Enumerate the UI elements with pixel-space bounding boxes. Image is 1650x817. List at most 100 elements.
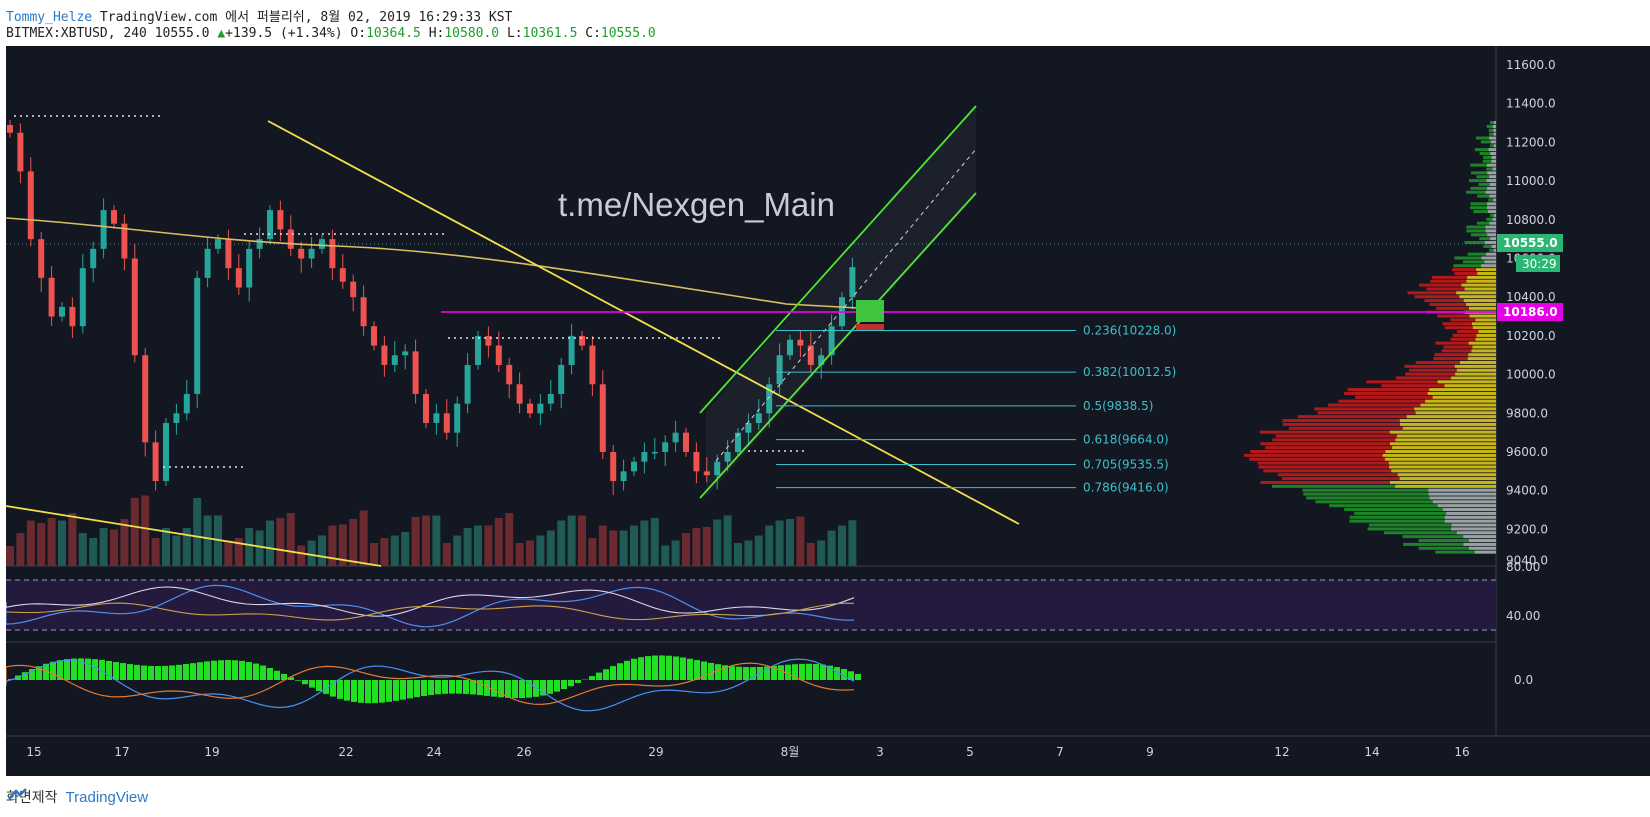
volume-profile-inner [1459,295,1496,298]
volume-bar [412,517,420,566]
macd-histogram-bar [645,656,651,680]
volume-bar [776,521,784,567]
volume-profile-inner [1429,388,1496,391]
volume-profile-inner [1455,365,1496,368]
macd-histogram-bar [512,680,518,698]
chart-area[interactable]: 0.236(10228.0) 0.382(10012.5) 0.5(9838.5) 0… [6,46,1650,776]
time-tick-label: 7 [1056,745,1064,759]
magenta-price-tag-text: 10186.0 [1503,305,1558,319]
volume-profile-inner [1469,539,1496,542]
macd-histogram-bar [631,659,637,680]
volume-profile-inner [1485,241,1496,244]
volume-bar [838,526,846,567]
candle-body [537,404,543,414]
macd-histogram-bar [50,662,56,680]
high-value: 10580.0 [444,26,499,41]
volume-profile-inner [1486,191,1496,194]
volume-profile-inner [1443,508,1496,511]
volume-bar [297,546,305,567]
macd-histogram-bar [596,673,602,680]
volume-bar [453,536,461,567]
publish-info: TradingView.com 에서 퍼블리쉬, 8월 02, 2019 16:… [100,10,512,25]
candle-body [246,249,252,288]
candle-body [683,433,689,452]
candle-body [454,404,460,433]
candle-body [215,239,221,249]
macd-histogram-bar [456,680,462,694]
rsi-tick-label: 80.00 [1506,560,1540,574]
volume-bar [599,526,607,567]
symbol-label: BITMEX:XBTUSD, 240 [6,26,147,41]
macd-histogram-bar [197,662,203,680]
volume-profile-inner [1489,148,1496,151]
change-value: +139.5 (+1.34%) [225,26,342,41]
candle-body [517,384,523,403]
tradingview-logo[interactable]: TradingView [66,789,149,806]
target-green-box [856,300,884,322]
fib-level-label: 0.786(9416.0) [1083,481,1169,495]
volume-profile-inner [1398,473,1496,476]
volume-bar [110,530,118,567]
volume-profile-inner [1475,318,1496,321]
volume-profile-inner [1389,465,1496,468]
time-tick-label: 17 [114,745,129,759]
candle-body [69,307,75,326]
volume-bar [786,519,794,566]
volume-profile-inner [1477,334,1496,337]
candle-body [569,336,575,365]
high-label: H: [429,26,445,41]
macd-histogram-bar [603,669,609,680]
volume-bar [68,513,76,566]
volume-profile-inner [1433,396,1496,399]
candle-body [267,210,273,239]
volume-profile-inner [1400,477,1496,480]
price-chart-svg[interactable]: 0.236(10228.0) 0.382(10012.5) 0.5(9838.5) 0… [6,46,1650,776]
candle-body [600,384,606,452]
candle-body [236,268,242,287]
volume-bar [308,541,316,567]
macd-histogram-bar [428,680,434,695]
candle-body [475,336,481,365]
candle-body [340,268,346,282]
macd-histogram-bar [673,656,679,680]
macd-histogram-bar [309,680,315,688]
macd-histogram-bar [638,657,644,680]
close-label: C: [585,26,601,41]
price-tick-label: 10400.0 [1506,290,1556,304]
volume-bar [807,543,815,566]
volume-bar [796,517,804,567]
candle-body [184,394,190,413]
macd-histogram-bar [337,680,343,699]
low-value: 10361.5 [523,26,578,41]
time-tick-label: 8월 [781,745,800,759]
volume-profile-inner [1414,407,1496,410]
volume-profile-inner [1445,520,1496,523]
candle-body [641,452,647,462]
macd-histogram-bar [253,664,259,680]
macd-histogram-bar [176,665,182,680]
volume-profile-inner [1486,253,1496,256]
candle-body [621,471,627,481]
fib-level-label: 0.5(9838.5) [1083,399,1153,413]
macd-histogram-bar [519,680,525,698]
volume-profile-inner [1492,156,1496,159]
volume-bar [713,520,721,567]
volume-profile-inner [1391,469,1496,472]
macd-histogram-bar [400,680,406,700]
candle-body [610,452,616,481]
volume-profile-inner [1463,543,1496,546]
volume-bar [422,516,430,567]
author-name[interactable]: Tommy_Helze [6,10,92,25]
volume-profile-inner [1493,167,1496,170]
candle-body [381,346,387,365]
volume-profile-inner [1403,427,1496,430]
candle-body [205,249,211,278]
volume-profile-inner [1489,175,1496,178]
candle-body [433,413,439,423]
volume-profile-inner [1494,144,1496,147]
volume-bar [141,496,149,567]
macd-histogram-bar [141,666,147,680]
volume-bar [682,533,690,566]
volume-profile-inner [1464,299,1496,302]
volume-profile-inner [1420,404,1496,407]
